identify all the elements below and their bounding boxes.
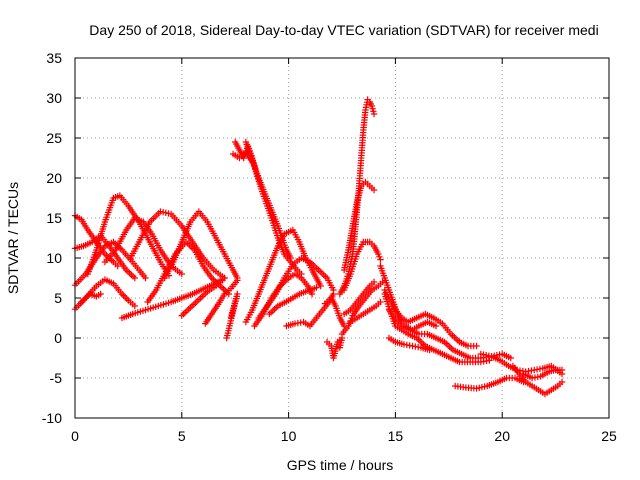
- data-point: [370, 278, 378, 286]
- data-point: [330, 290, 337, 298]
- series-arc-13: [202, 277, 241, 327]
- series-arc-8: [127, 208, 228, 282]
- data-point: [249, 158, 256, 166]
- y-axis-label: SDTVAR / TECUs: [5, 182, 21, 294]
- data-point: [123, 295, 130, 302]
- series-arc-31: [381, 286, 480, 350]
- data-point: [131, 302, 139, 310]
- data-point: [370, 110, 378, 118]
- data-point: [120, 292, 127, 299]
- data-point: [558, 366, 566, 374]
- series-arc-4: [71, 276, 139, 313]
- series-arc-22: [321, 294, 348, 330]
- series-arc-27: [338, 278, 386, 338]
- data-point: [473, 342, 480, 350]
- y-tick-label: -10: [42, 410, 62, 426]
- data-point: [377, 298, 384, 306]
- data-point: [507, 354, 514, 362]
- x-tick-label: 10: [281, 428, 297, 444]
- y-tick-label: -5: [50, 370, 63, 386]
- y-tick-label: 35: [46, 50, 62, 66]
- x-tick-label: 0: [71, 428, 79, 444]
- y-tick-label: 25: [46, 130, 62, 146]
- x-tick-label: 5: [178, 428, 186, 444]
- y-tick-label: 0: [54, 330, 62, 346]
- series-arc-25: [340, 178, 378, 274]
- y-tick-label: 5: [54, 290, 62, 306]
- data-point: [223, 334, 230, 342]
- series-arc-37: [509, 362, 566, 398]
- x-tick-label: 20: [494, 428, 510, 444]
- series-arc-16: [229, 149, 256, 166]
- data-point: [97, 290, 104, 298]
- series-arc-34: [385, 334, 433, 354]
- series-arc-15: [242, 138, 294, 262]
- series-arc-29: [347, 298, 384, 326]
- x-tick-label: 25: [601, 428, 617, 444]
- series-arc-6: [84, 192, 173, 279]
- data-point: [287, 254, 294, 262]
- series-arc-35: [452, 374, 527, 392]
- data-point: [336, 344, 344, 351]
- series-arc-20: [266, 284, 320, 318]
- y-tick-label: 15: [46, 210, 62, 226]
- data-point: [558, 378, 566, 386]
- data-point: [234, 277, 241, 284]
- series-arc-9: [144, 238, 232, 306]
- chart-title: Day 250 of 2018, Sidereal Day-to-day VTE…: [89, 22, 598, 38]
- series-arc-33: [381, 290, 493, 366]
- series-isolated-1: [223, 290, 241, 342]
- data-point: [376, 253, 383, 260]
- series-arc-23: [323, 334, 346, 362]
- series-arc-26: [340, 238, 384, 294]
- data-point: [370, 186, 378, 194]
- data-point: [121, 294, 129, 301]
- data-point: [219, 277, 226, 284]
- series-arc-38: [520, 366, 566, 382]
- data-point: [426, 346, 433, 354]
- x-axis-label: GPS time / hours: [287, 457, 394, 473]
- series-arc-7: [101, 214, 185, 278]
- y-tick-label: 20: [46, 170, 62, 186]
- series-arc-28: [340, 278, 378, 318]
- data-point: [317, 282, 324, 290]
- data-point: [114, 262, 121, 270]
- data-point: [377, 256, 384, 263]
- plot-frame: [74, 57, 610, 419]
- y-tick-label: 30: [46, 90, 62, 106]
- data-point: [131, 274, 139, 282]
- data-point: [142, 274, 149, 282]
- series-arc-17: [242, 226, 324, 326]
- axis-ticks: 0 5 10 15 20 25 -10 -5 0 5 10 15 20 25 30 35: [42, 50, 617, 444]
- series-arc-11: [118, 274, 228, 322]
- series-arc-19: [255, 254, 337, 322]
- data-point: [178, 270, 185, 278]
- series-arc-12: [178, 277, 226, 319]
- y-tick-label: 10: [46, 250, 62, 266]
- data-point: [375, 250, 382, 258]
- data-point: [432, 322, 440, 330]
- data-point: [313, 284, 320, 291]
- data-points: [71, 96, 566, 398]
- x-tick-label: 15: [388, 428, 404, 444]
- series-arc-5: [78, 290, 104, 306]
